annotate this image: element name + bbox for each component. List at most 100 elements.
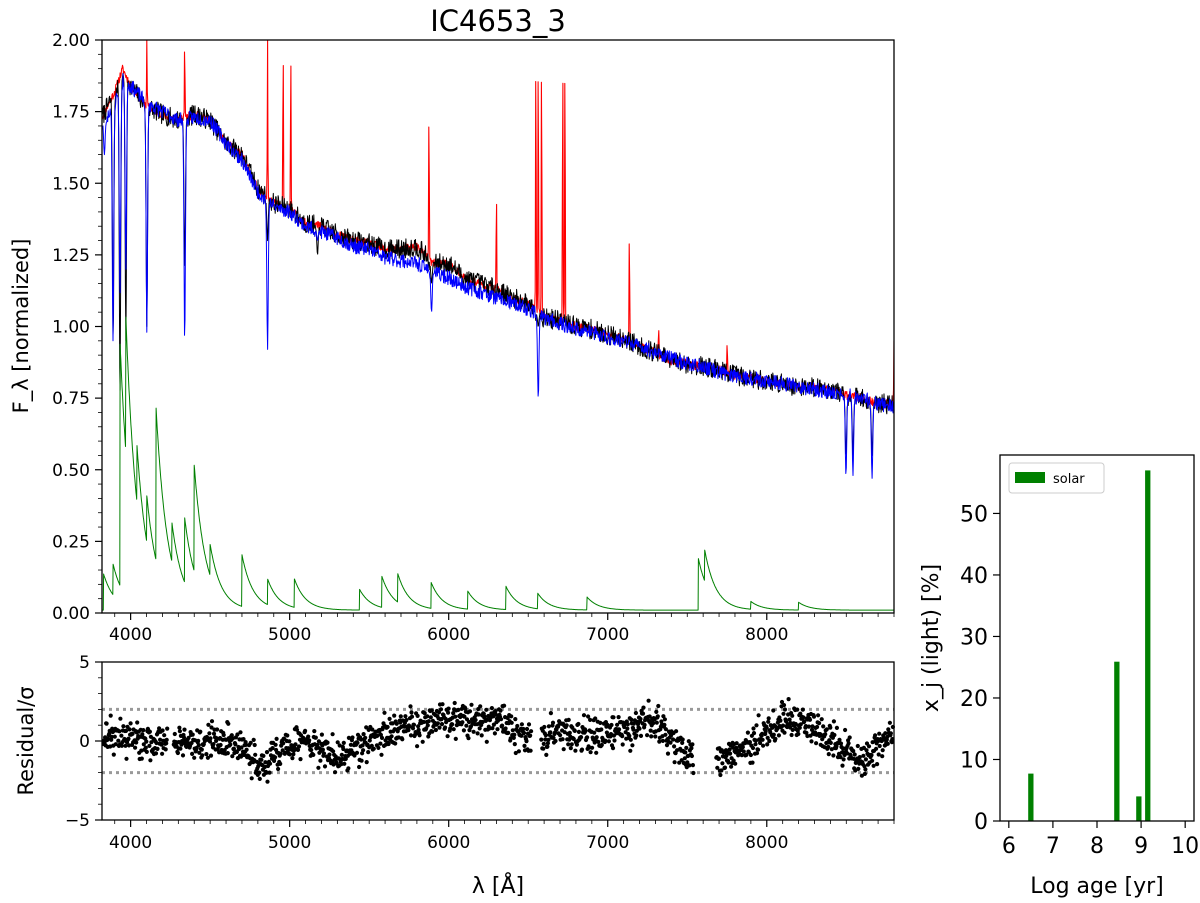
residual-point: [443, 716, 448, 721]
residual-point: [124, 756, 129, 761]
residual-point: [646, 698, 651, 703]
residual-point: [883, 731, 888, 736]
spectrum-ytick-label: 1.75: [52, 103, 90, 123]
residual-point: [765, 735, 770, 741]
residual-point: [569, 742, 574, 747]
residual-point: [811, 714, 817, 719]
residual-point: [333, 770, 338, 775]
residual-point: [560, 737, 565, 742]
residual-point: [852, 752, 857, 757]
residual-point: [747, 740, 753, 745]
residual-point: [420, 739, 425, 744]
residual-point: [371, 746, 376, 751]
residual-point: [734, 741, 739, 746]
residual-point: [874, 746, 879, 751]
residual-point: [495, 727, 500, 732]
residual-point: [127, 727, 132, 732]
residual-point: [428, 715, 433, 720]
residual-point: [164, 737, 169, 743]
residual-point: [367, 738, 372, 743]
spectrum-ytick-label: 0.75: [52, 389, 90, 409]
residual-point: [857, 755, 862, 760]
residual-point: [568, 746, 573, 751]
residual-point: [610, 746, 616, 751]
residual-point: [126, 736, 131, 741]
residual-point: [264, 750, 270, 755]
residual-point: [528, 748, 533, 753]
residual-point: [135, 720, 140, 725]
residual-point: [663, 727, 669, 732]
residual-point: [719, 768, 724, 773]
residual-point: [528, 733, 533, 738]
residual-point: [583, 728, 588, 734]
residual-point: [801, 715, 806, 720]
age-ytick-label: 40: [960, 564, 988, 589]
residual-point: [886, 727, 891, 732]
residual-point: [205, 755, 210, 760]
residual-point: [175, 750, 180, 756]
residual-point: [155, 746, 160, 752]
residual-point: [763, 729, 768, 734]
residual-point: [341, 740, 346, 746]
legend-box: [1008, 462, 1105, 494]
residual-point: [482, 714, 487, 719]
residual-point: [592, 740, 597, 745]
residual-point: [206, 722, 211, 727]
residual-point: [180, 753, 186, 758]
age-ytick-label: 50: [960, 502, 988, 527]
residual-point: [361, 748, 366, 753]
residual-point: [382, 710, 387, 715]
residual-point: [729, 764, 734, 769]
residual-point: [834, 725, 840, 731]
residual-point: [257, 776, 262, 782]
residual-point: [253, 752, 258, 757]
residual-point: [475, 731, 480, 736]
residual-point: [359, 758, 364, 763]
residual-point: [513, 717, 518, 722]
residual-point: [877, 743, 882, 749]
residual-point: [162, 733, 167, 738]
spectrum-ytick-label: 2.00: [52, 31, 90, 51]
residual-point: [443, 725, 448, 730]
age-ytick-label: 20: [960, 687, 988, 712]
spectrum-ytick-label: 1.00: [52, 318, 90, 338]
residual-point: [276, 766, 281, 772]
spectrum-xtick-label: 8000: [745, 625, 788, 645]
residual-ylabel: Residual/σ: [14, 686, 38, 795]
age-xtick-label: 9: [1134, 834, 1148, 859]
residual-point: [492, 731, 497, 736]
age-legend: solar: [1008, 462, 1105, 494]
residual-point: [484, 739, 489, 744]
residual-point: [429, 708, 434, 713]
residual-point: [800, 707, 805, 712]
residual-point: [862, 764, 867, 769]
age-ylabel: x_j (light) [%]: [919, 564, 944, 712]
spectrum-panel: 0.00 0.25 0.50 0.75 1.00 1.25 1.50 1.75 2.00 4000…: [9, 31, 895, 645]
residual-point: [354, 750, 360, 755]
residual-point: [766, 716, 771, 721]
residual-point: [649, 734, 654, 739]
residual-point: [828, 725, 833, 730]
residual-point: [541, 746, 546, 751]
residual-xtick-label: 5000: [268, 833, 311, 853]
residual-point: [690, 742, 695, 747]
residual-point: [631, 721, 637, 726]
residual-point: [638, 733, 644, 739]
residual-point: [339, 752, 344, 758]
residual-point: [291, 752, 296, 757]
residual-point: [215, 727, 220, 732]
residual-point: [773, 736, 778, 742]
residual-point: [433, 727, 438, 733]
residual-point: [576, 721, 581, 727]
residual-point: [437, 725, 442, 730]
residual-ytick-label: 5: [79, 653, 90, 673]
residual-point: [307, 738, 312, 743]
residual-point: [754, 751, 760, 756]
residual-point: [144, 749, 149, 755]
residual-point: [809, 739, 814, 744]
residual-point: [394, 721, 399, 726]
residual-point: [252, 742, 257, 748]
residual-point: [469, 702, 474, 707]
residual-point: [490, 726, 495, 731]
residual-point: [764, 725, 769, 731]
